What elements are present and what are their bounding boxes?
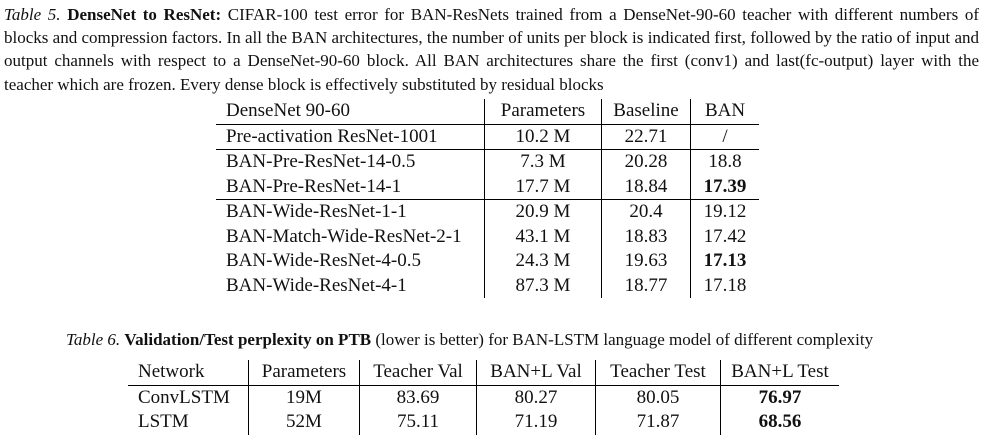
row-params: 17.7 M: [484, 174, 602, 200]
row-name: BAN-Wide-ResNet-4-0.5: [216, 249, 485, 274]
row-ban-val: 71.19: [476, 410, 596, 435]
table-row: BAN-Wide-ResNet-1-1 20.9 M 20.4 19.12: [216, 199, 759, 225]
row-baseline: 18.84: [601, 174, 691, 200]
row-ban-val: 80.27: [476, 384, 596, 410]
col-header-densenet: DenseNet 90-60: [216, 99, 485, 124]
row-name: Pre-activation ResNet-1001: [216, 123, 485, 150]
row-ban-best: 17.13: [703, 250, 747, 271]
row-teacher-val: 75.11: [359, 410, 477, 435]
row-ban: 17.18: [703, 274, 747, 296]
table6-label: Table 6.: [66, 330, 121, 349]
row-teacher-test: 80.05: [595, 384, 721, 410]
row-baseline: 18.83: [601, 224, 691, 249]
table-row: LSTM 52M 75.11 71.19 71.87 68.56: [128, 410, 839, 435]
row-name: BAN-Pre-ResNet-14-0.5: [216, 149, 485, 175]
col-header-ban-test: BAN+L Test: [731, 361, 829, 382]
row-teacher-val: 83.69: [359, 384, 477, 410]
row-name: BAN-Wide-ResNet-1-1: [216, 199, 485, 225]
row-params: 24.3 M: [484, 249, 602, 274]
col-header-ban: BAN: [704, 100, 746, 121]
table-row: BAN-Wide-ResNet-4-1 87.3 M 18.77 17.18: [216, 273, 759, 298]
row-network: LSTM: [128, 410, 249, 435]
row-ban-best: 17.39: [703, 175, 747, 197]
table-row: BAN-Pre-ResNet-14-1 17.7 M 18.84 17.39: [216, 174, 759, 200]
row-params: 20.9 M: [484, 199, 602, 225]
row-ban: /: [690, 123, 759, 150]
row-ban: 19.12: [690, 199, 759, 225]
table5-caption-text: CIFAR-100 test error for BAN-ResNets tra…: [4, 5, 979, 94]
row-ban: 17.42: [703, 225, 747, 247]
col-header-teacher-test: Teacher Test: [595, 360, 721, 385]
row-params: 10.2 M: [484, 123, 602, 150]
col-header-baseline: Baseline: [601, 99, 691, 124]
table5-header: DenseNet 90-60 Parameters Baseline BAN: [216, 99, 759, 124]
row-baseline: 18.77: [601, 273, 691, 298]
row-name: BAN-Wide-ResNet-4-1: [216, 273, 485, 298]
table5: DenseNet 90-60 Parameters Baseline BAN P…: [216, 99, 759, 298]
table6-header: Network Parameters Teacher Val BAN+L Val…: [128, 360, 839, 385]
col-header-ban-val: BAN+L Val: [476, 360, 596, 385]
row-baseline: 19.63: [601, 249, 691, 274]
row-baseline: 20.4: [601, 199, 691, 225]
table-row: BAN-Pre-ResNet-14-0.5 7.3 M 20.28 18.8: [216, 149, 759, 175]
table5-caption: Table 5. DenseNet to ResNet: CIFAR-100 t…: [4, 3, 979, 96]
row-baseline: 20.28: [601, 149, 691, 175]
row-name: BAN-Match-Wide-ResNet-2-1: [216, 224, 485, 249]
row-params: 52M: [248, 410, 360, 435]
col-header-parameters: Parameters: [248, 360, 360, 385]
row-name: BAN-Pre-ResNet-14-1: [216, 174, 485, 200]
table5-label: Table 5.: [4, 5, 61, 24]
col-header-network: Network: [128, 360, 249, 385]
row-ban: 18.8: [690, 149, 759, 175]
row-network: ConvLSTM: [128, 384, 249, 410]
row-params: 43.1 M: [484, 224, 602, 249]
table6-caption-text: (lower is better) for BAN-LSTM language …: [371, 330, 874, 349]
table6-caption: Table 6. Validation/Test perplexity on P…: [66, 329, 966, 351]
row-params: 19M: [248, 384, 360, 410]
row-params: 87.3 M: [484, 273, 602, 298]
row-teacher-test: 71.87: [595, 410, 721, 435]
table5-title: DenseNet to ResNet:: [67, 5, 222, 24]
row-baseline: 22.71: [601, 123, 691, 150]
row-ban-test: 68.56: [758, 411, 802, 432]
table-row: ConvLSTM 19M 83.69 80.27 80.05 76.97: [128, 384, 839, 410]
row-ban-test: 76.97: [720, 384, 839, 410]
table-row: BAN-Match-Wide-ResNet-2-1 43.1 M 18.83 1…: [216, 224, 759, 249]
table-row: BAN-Wide-ResNet-4-0.5 24.3 M 19.63 17.13: [216, 249, 759, 274]
col-header-parameters: Parameters: [484, 99, 602, 124]
row-params: 7.3 M: [484, 149, 602, 175]
table6-title: Validation/Test perplexity on PTB: [124, 330, 372, 349]
table-row: Pre-activation ResNet-1001 10.2 M 22.71 …: [216, 123, 759, 150]
table6: Network Parameters Teacher Val BAN+L Val…: [128, 360, 839, 435]
col-header-teacher-val: Teacher Val: [359, 360, 477, 385]
